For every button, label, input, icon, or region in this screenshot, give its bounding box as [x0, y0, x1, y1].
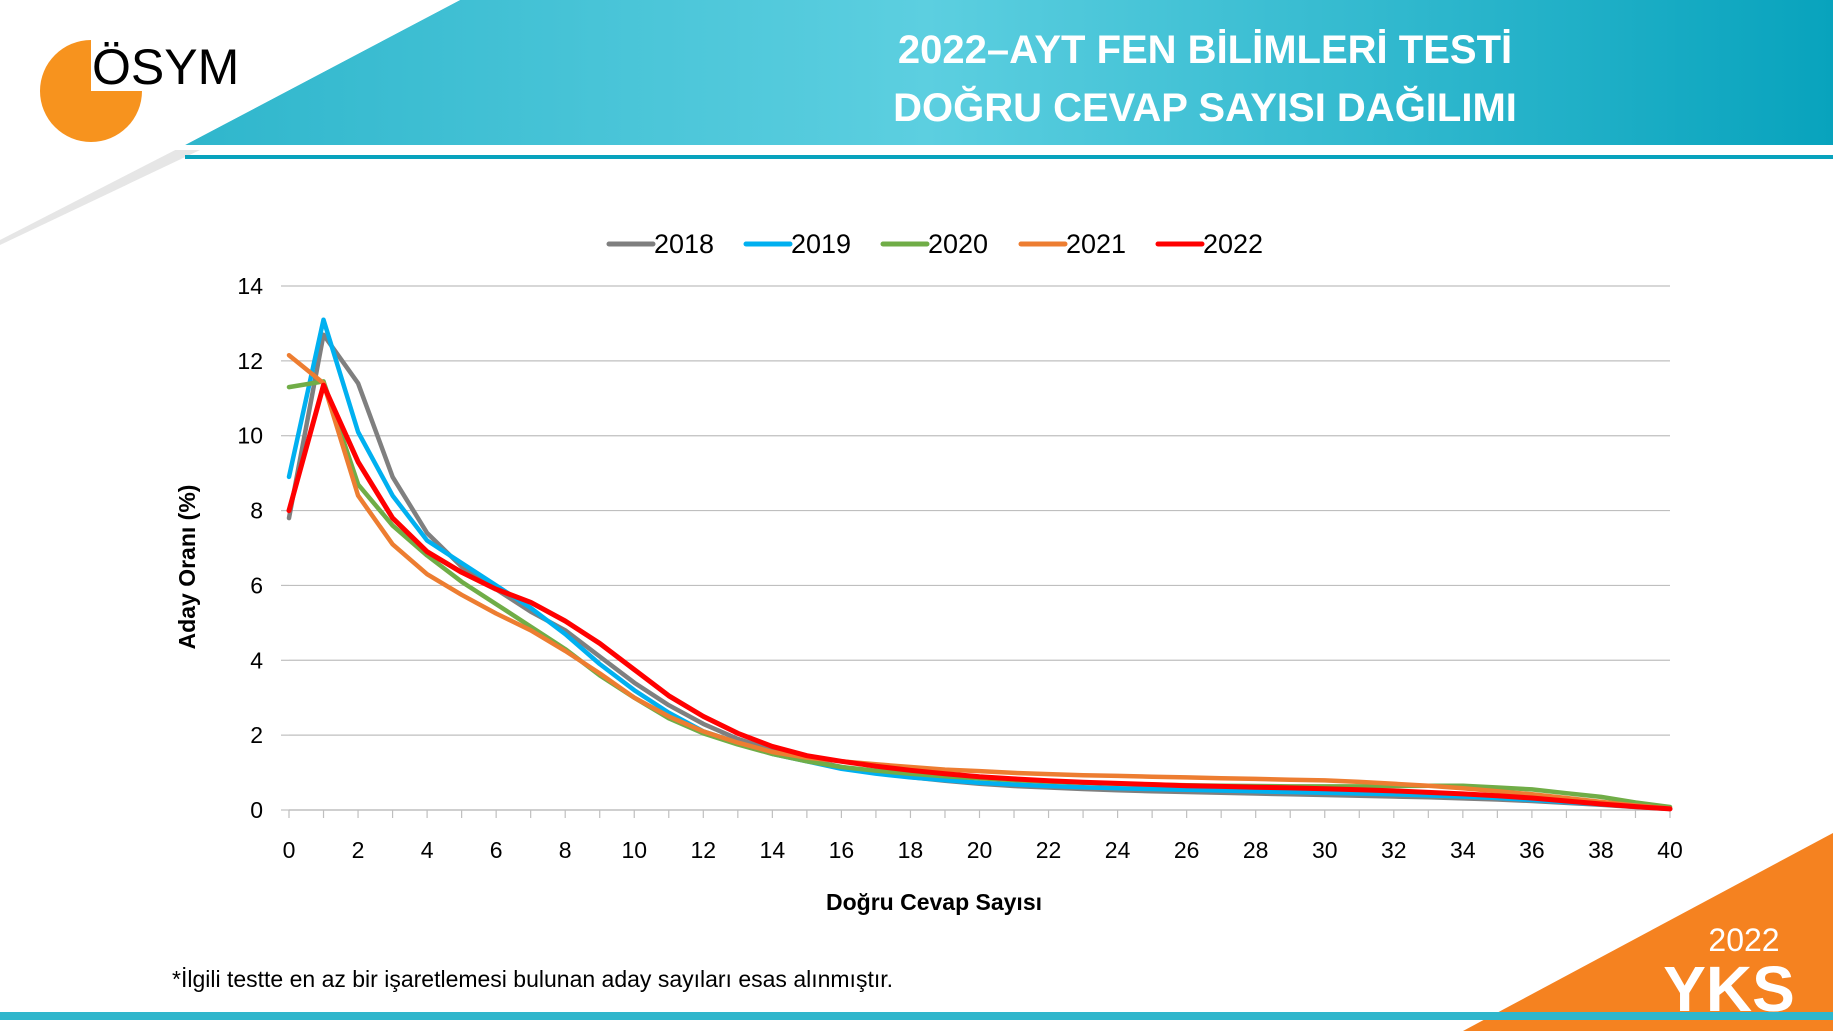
y-tick-label: 14: [237, 273, 263, 299]
header-teal-shape: [185, 0, 1833, 145]
x-tick-label: 20: [967, 837, 993, 863]
header-underline: [185, 155, 1833, 159]
x-tick-label: 6: [490, 837, 503, 863]
x-tick-label: 10: [621, 837, 647, 863]
footnote: *İlgili testte en az bir işaretlemesi bu…: [172, 966, 894, 992]
x-tick-label: 24: [1105, 837, 1131, 863]
x-tick-label: 22: [1036, 837, 1062, 863]
page-title-line-2: DOĞRU CEVAP SAYISI DAĞILIMI: [893, 86, 1517, 130]
bottom-rule: [0, 1012, 1833, 1020]
x-tick-label: 14: [760, 837, 786, 863]
grid-lines: [289, 285, 1670, 736]
y-tick-label: 2: [250, 722, 263, 748]
y-tick-label: 6: [250, 572, 263, 598]
logo-text: ÖSYM: [92, 39, 240, 95]
chart-axes: [281, 285, 1671, 818]
brand-orange-triangle: [1463, 833, 1833, 1031]
header-shadow: [0, 150, 200, 245]
y-tick-label: 8: [250, 498, 263, 524]
x-axis-title: Doğru Cevap Sayısı: [826, 889, 1042, 915]
legend-item-2020: 2020: [880, 229, 988, 259]
logo-icon: [40, 40, 142, 142]
y-tick-label: 4: [250, 647, 263, 673]
legend-label: 2020: [928, 229, 988, 259]
x-tick-label: 36: [1519, 837, 1545, 863]
legend-label: 2021: [1066, 229, 1126, 259]
x-tick-label: 0: [283, 837, 296, 863]
series-lines: [286, 317, 1673, 812]
x-tick-label: 18: [898, 837, 924, 863]
x-tick-label: 30: [1312, 837, 1338, 863]
series-line-2021: [286, 352, 1673, 811]
y-tick-label: 0: [250, 797, 263, 823]
y-tick-label: 12: [237, 348, 263, 374]
x-tick-label: 40: [1657, 837, 1683, 863]
y-axis-title: Aday Oranı (%): [174, 485, 200, 650]
y-tick-label: 10: [237, 423, 263, 449]
series-line-2022: [286, 382, 1673, 812]
legend-label: 2018: [654, 229, 714, 259]
x-tick-label: 16: [829, 837, 855, 863]
logo-panel: [0, 0, 460, 240]
x-tick-label: 2: [352, 837, 365, 863]
x-tick-label: 34: [1450, 837, 1476, 863]
legend-label: 2019: [791, 229, 851, 259]
brand-year: 2022: [1708, 922, 1780, 958]
x-tick-label: 32: [1381, 837, 1407, 863]
legend-item-2022: 2022: [1155, 229, 1263, 259]
x-tick-labels: 0 2 4 6 8 10 12 14 16 18 20 22 24 26 28 30 32 34 36 38 40: [283, 837, 1683, 863]
legend-item-2021: 2021: [1018, 229, 1126, 259]
y-tick-labels: 0 2 4 6 8 10 12 14: [237, 273, 263, 823]
legend-label: 2022: [1203, 229, 1263, 259]
x-tick-label: 28: [1243, 837, 1269, 863]
page-title-line-1: 2022–AYT FEN BİLİMLERİ TESTİ: [897, 28, 1513, 72]
x-tick-label: 26: [1174, 837, 1200, 863]
chart-legend: 2018 2019 2020 2021 2022: [606, 229, 1263, 259]
header-band: [0, 0, 1833, 245]
x-tick-label: 12: [691, 837, 717, 863]
x-tick-label: 38: [1588, 837, 1614, 863]
x-tick-label: 4: [421, 837, 434, 863]
legend-item-2019: 2019: [743, 229, 851, 259]
x-tick-label: 8: [559, 837, 572, 863]
legend-item-2018: 2018: [606, 229, 714, 259]
